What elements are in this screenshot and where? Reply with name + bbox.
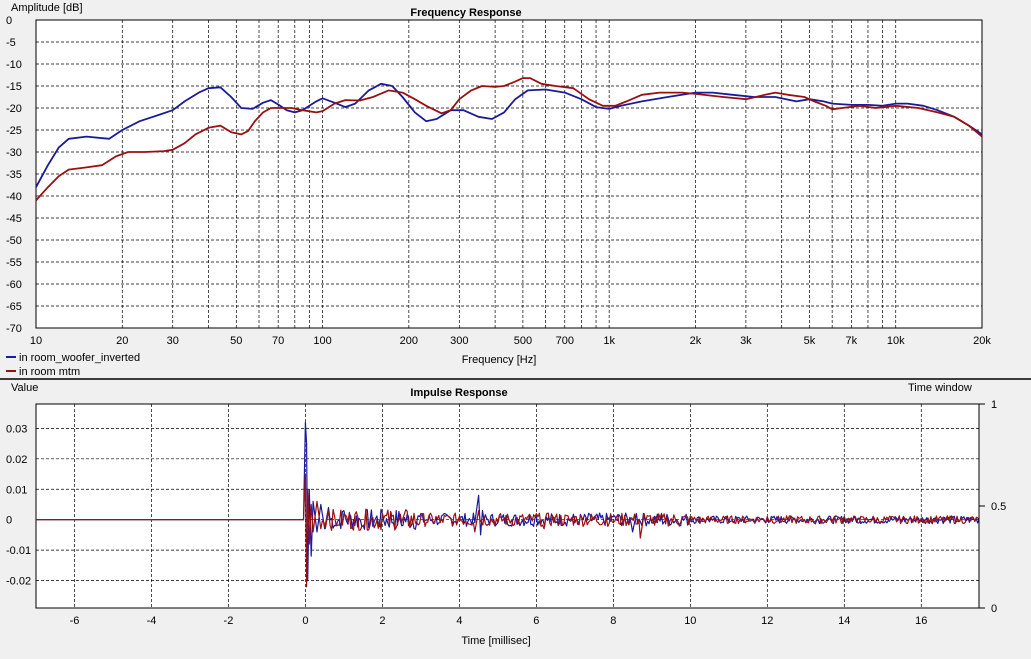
y-tick-label: -0.02 [6, 576, 31, 588]
frequency-series [35, 77, 983, 202]
y-tick-label: -5 [6, 37, 16, 49]
legend-label-mtm: in room mtm [19, 366, 80, 378]
frequency-y-axis-label: Amplitude [dB] [11, 2, 83, 14]
y-tick-label: -35 [6, 169, 22, 181]
x-tick-label: 10 [30, 335, 42, 347]
x-tick-label: 2k [690, 335, 702, 347]
impulse-response-chart: 0.030.020.010-0.01-0.02 -6 -4 -2 0 2 4 6 8 10 12 1… [6, 382, 1006, 647]
impulse-chart-title: Impulse Response [410, 387, 507, 399]
y-tick-label: -50 [6, 235, 22, 247]
time-window-label: Time window [908, 382, 972, 394]
impulse-series-line-mtm [36, 473, 980, 588]
impulse-grid [36, 404, 979, 608]
x-tick-label: 6 [533, 615, 539, 627]
x-tick-label: 4 [456, 615, 462, 627]
x-tick-label: 5k [804, 335, 816, 347]
legend-label-woofer: in room_woofer_inverted [19, 352, 140, 364]
x-tick-label: 10 [684, 615, 696, 627]
x-tick-label: 8 [610, 615, 616, 627]
y-tick-label: -0.01 [6, 545, 31, 557]
x-tick-label: 30 [167, 335, 179, 347]
y-tick-label: -15 [6, 81, 22, 93]
x-tick-label: 7k [846, 335, 858, 347]
impulse-y-tick-labels: 0.03 0.02 0.01 0 -0.01 -0.02 [6, 423, 31, 587]
x-tick-label: 300 [450, 335, 468, 347]
series-line-woofer-inverted [35, 82, 983, 188]
y-tick-label: 0.03 [6, 423, 27, 435]
x-tick-label: 50 [230, 335, 242, 347]
impulse-plot-area [35, 403, 980, 609]
x-tick-label: 20 [116, 335, 128, 347]
secondary-tick-label: 0 [991, 603, 997, 615]
y-tick-label: -60 [6, 279, 22, 291]
x-tick-label: 1k [603, 335, 615, 347]
series-line-mtm [35, 77, 983, 202]
x-tick-label: 16 [915, 615, 927, 627]
y-tick-label: -70 [6, 323, 22, 335]
x-tick-label: 0 [302, 615, 308, 627]
x-tick-label: 12 [761, 615, 773, 627]
x-tick-label: 14 [838, 615, 850, 627]
impulse-x-axis-label: Time [millisec] [461, 635, 530, 647]
y-tick-label: -40 [6, 191, 22, 203]
x-tick-label: 700 [556, 335, 574, 347]
frequency-response-chart: 0 -5 -10 -15 -20 -25 -30 -35 -40 -45 -50 -55 -60 -65 -… [6, 2, 991, 378]
impulse-series [36, 421, 980, 588]
impulse-x-tick-labels: -6 -4 -2 0 2 4 6 8 10 12 14 16 [70, 615, 928, 627]
x-tick-label: 10k [887, 335, 905, 347]
x-tick-label: 70 [272, 335, 284, 347]
y-tick-label: 0.02 [6, 454, 27, 466]
x-tick-label: -4 [147, 615, 157, 627]
y-tick-label: -30 [6, 147, 22, 159]
frequency-x-axis-label: Frequency [Hz] [462, 354, 537, 366]
y-tick-label: -20 [6, 103, 22, 115]
y-tick-label: -10 [6, 59, 22, 71]
x-tick-label: 200 [400, 335, 418, 347]
impulse-y-axis-label: Value [11, 382, 38, 394]
secondary-tick-label: 1 [991, 399, 997, 411]
secondary-tick-label: 0.5 [991, 501, 1006, 513]
y-tick-label: 0 [6, 15, 12, 27]
frequency-x-tick-labels: 10 20 30 50 70 100 200 300 500 700 1k 2k 3k 5k 7k 10k 20… [30, 335, 991, 347]
x-tick-label: 3k [740, 335, 752, 347]
x-tick-label: -2 [224, 615, 234, 627]
x-tick-label: -6 [70, 615, 80, 627]
frequency-y-tick-labels: 0 -5 -10 -15 -20 -25 -30 -35 -40 -45 -50 -55 -60 -65 -… [6, 15, 22, 335]
legend: in room_woofer_inverted in room mtm [6, 352, 140, 378]
y-tick-label: -55 [6, 257, 22, 269]
frequency-chart-title: Frequency Response [410, 7, 521, 19]
x-tick-label: 500 [514, 335, 532, 347]
x-tick-label: 100 [313, 335, 331, 347]
y-tick-label: -45 [6, 213, 22, 225]
x-tick-label: 2 [379, 615, 385, 627]
y-tick-label: -25 [6, 125, 22, 137]
frequency-grid [36, 20, 982, 328]
x-tick-label: 20k [973, 335, 991, 347]
y-tick-label: 0.01 [6, 484, 27, 496]
y-tick-label: -65 [6, 301, 22, 313]
time-window-axis: 10.50 [978, 399, 1006, 615]
y-tick-label: 0 [6, 515, 12, 527]
